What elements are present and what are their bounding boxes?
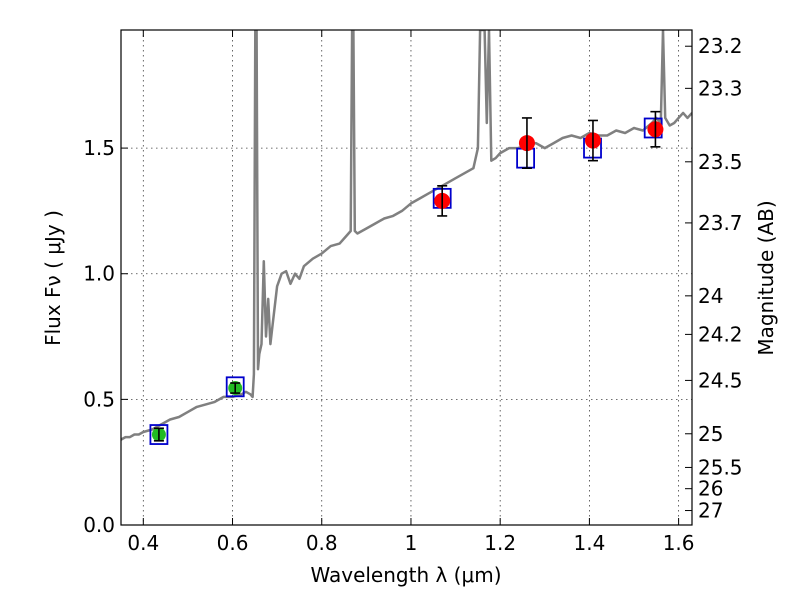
model-photometry-square bbox=[516, 147, 536, 169]
grid-lines bbox=[121, 30, 692, 526]
x-tick-label: 0.4 bbox=[127, 531, 159, 555]
y-axis-left: 0.0 0.5 1.0 1.5 bbox=[83, 136, 128, 537]
x-tick-label: 1.6 bbox=[663, 531, 695, 555]
y-tick-label: 0.5 bbox=[83, 387, 115, 411]
plot-area bbox=[121, 30, 692, 445]
x-tick-label: 1.2 bbox=[484, 531, 516, 555]
y2-tick-label: 24 bbox=[698, 284, 723, 308]
x-tick-label: 0.8 bbox=[306, 531, 338, 555]
y-axis-title: Flux Fν ( μJy ) bbox=[41, 210, 65, 346]
y2-axis-title: Magnitude (AB) bbox=[754, 200, 778, 355]
y2-tick-label: 25 bbox=[698, 422, 723, 446]
y2-tick-label: 23.2 bbox=[698, 34, 743, 58]
x-tick-label: 0.6 bbox=[217, 531, 249, 555]
y2-tick-label: 23.7 bbox=[698, 211, 743, 235]
y2-tick-label: 27 bbox=[698, 499, 723, 523]
plot-frame bbox=[120, 29, 693, 526]
y-tick-label: 0.0 bbox=[83, 513, 115, 537]
y-tick-label: 1.0 bbox=[83, 262, 115, 286]
y2-tick-label: 26 bbox=[698, 477, 723, 501]
x-axis-title: Wavelength λ (μm) bbox=[310, 563, 501, 587]
x-axis: 0.4 0.6 0.8 1 1.2 1.4 1.6 bbox=[127, 30, 695, 555]
y2-tick-label: 23.5 bbox=[698, 150, 743, 174]
x-tick-label: 1.4 bbox=[573, 531, 605, 555]
y2-tick-label: 24.5 bbox=[698, 368, 743, 392]
model-photometry-square bbox=[225, 376, 245, 398]
y2-tick-label: 23.3 bbox=[698, 76, 743, 100]
y2-tick-label: 24.2 bbox=[698, 322, 743, 346]
y2-tick-label: 25.5 bbox=[698, 455, 743, 479]
x-tick-label: 1 bbox=[405, 531, 418, 555]
model-spectrum-line bbox=[121, 30, 692, 441]
y-tick-label: 1.5 bbox=[83, 136, 115, 160]
model-photometry-square bbox=[149, 424, 169, 445]
